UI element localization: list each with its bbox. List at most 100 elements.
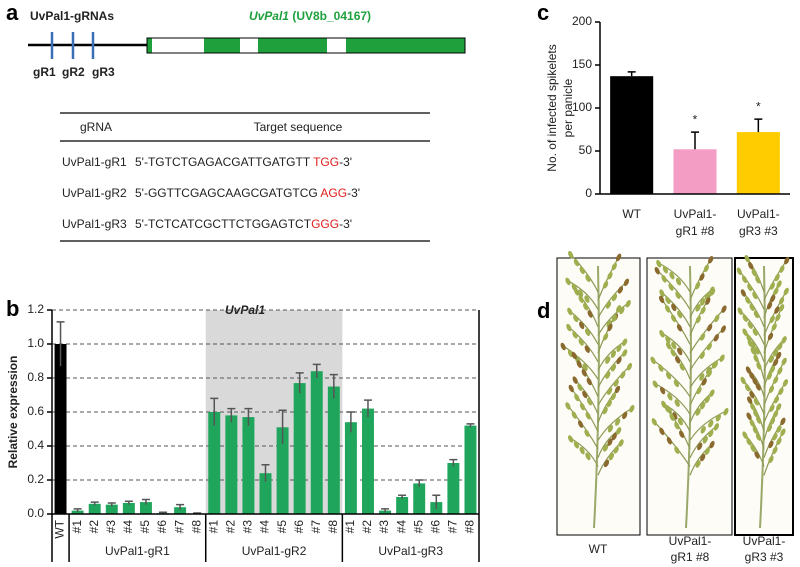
error-bar — [244, 407, 253, 426]
spikelet — [666, 371, 672, 380]
spikelet — [742, 431, 748, 439]
spikelet — [622, 338, 628, 346]
bar — [242, 417, 255, 514]
spikelet — [670, 348, 676, 357]
spikelet — [769, 365, 776, 373]
y-axis-label: per panicle — [561, 78, 575, 137]
chart-title: UvPal1 — [225, 303, 265, 317]
spikelet — [659, 295, 665, 304]
bar — [344, 422, 357, 514]
table-header: gRNA — [80, 120, 112, 134]
spikelet — [605, 371, 611, 379]
error-bar — [346, 411, 355, 433]
spikelet — [603, 444, 609, 452]
spikelet — [776, 403, 782, 411]
spikelet — [769, 282, 775, 290]
x-tick-label: #7 — [446, 520, 460, 534]
spikelet — [664, 404, 670, 413]
spikelet — [699, 373, 705, 381]
spikelet — [767, 332, 774, 341]
x-tick-label: #8 — [326, 520, 340, 534]
spikelet — [659, 330, 665, 338]
spikelet — [772, 358, 779, 367]
spikelet — [773, 376, 779, 384]
bar — [673, 149, 717, 194]
spikelet — [711, 361, 718, 369]
spikelet — [659, 427, 665, 436]
sequence-end: -3' — [347, 186, 360, 200]
target-sequence: 5'-TCTCATCGCTTCTGGAGTCTGGG-3' — [135, 217, 352, 231]
spikelet — [574, 393, 580, 402]
error-bar — [295, 372, 304, 394]
spikelet — [586, 377, 592, 386]
x-tick-label: WT — [622, 207, 641, 221]
y-axis-label: No. of infected spikelets — [545, 44, 559, 171]
spikelet — [584, 429, 590, 437]
bar — [396, 497, 409, 514]
spikelet — [670, 314, 677, 323]
spikelet — [579, 446, 585, 455]
spikelet — [571, 411, 577, 419]
bar — [259, 473, 272, 514]
spikelet — [616, 356, 622, 365]
spikelet — [667, 393, 673, 401]
spikelet — [772, 446, 778, 455]
gene-id: (UV8b_04167) — [292, 9, 371, 23]
error-bar — [278, 409, 287, 445]
y-tick-label: 100 — [572, 100, 592, 114]
y-tick-label: 0.4 — [27, 438, 44, 452]
spikelet — [586, 397, 593, 406]
spikelet — [755, 383, 761, 391]
spikelet — [702, 436, 708, 444]
x-tick-label: gR3 #3 — [739, 224, 778, 238]
sequence: 5'-GGTTCGAGCAAGCGATGTCG — [135, 186, 320, 200]
spikelet — [749, 371, 755, 380]
intron — [240, 38, 258, 53]
y-tick-label: 200 — [572, 14, 592, 28]
spikelet — [780, 428, 786, 436]
spikelet — [674, 446, 680, 454]
spikelet — [700, 306, 706, 315]
y-tick-label: 0.6 — [27, 404, 44, 418]
spikelet — [742, 328, 748, 336]
group-label: UvPal1-gR2 — [242, 544, 307, 558]
spikelet — [769, 315, 775, 324]
spikelet — [665, 296, 671, 304]
error-bar — [312, 363, 321, 378]
spikelet — [709, 440, 715, 449]
intron — [152, 38, 204, 53]
bar — [610, 76, 654, 194]
spikelet — [617, 286, 624, 294]
y-tick-label: 150 — [572, 57, 592, 71]
spikelet — [666, 436, 672, 445]
spikelet — [614, 385, 621, 394]
spikelet — [573, 441, 580, 449]
x-tick-label: #8 — [463, 520, 477, 534]
spikelet — [746, 412, 752, 420]
spikelet — [587, 310, 593, 318]
spikelet — [766, 424, 773, 432]
spikelet — [616, 305, 622, 313]
spikelet — [768, 385, 775, 394]
spikelet — [669, 271, 675, 280]
spikelet — [697, 442, 703, 451]
spikelet — [585, 452, 591, 461]
x-tick-label: #6 — [428, 520, 442, 534]
spikelet — [658, 364, 664, 372]
spikelet — [773, 395, 780, 404]
spikelet — [779, 304, 785, 312]
y-axis-label: Relative expression — [6, 356, 20, 469]
spikelet — [574, 288, 580, 296]
spikelet — [705, 297, 711, 305]
spikelet — [713, 423, 720, 431]
spikelet — [753, 310, 760, 319]
spikelet — [584, 295, 590, 303]
spikelet — [773, 287, 779, 296]
spikelet — [652, 380, 658, 388]
spikelet — [713, 334, 719, 342]
spikelet — [629, 404, 635, 413]
error-bar — [363, 399, 372, 418]
bar — [139, 502, 152, 514]
x-tick-label: #5 — [275, 520, 289, 534]
spikelet — [579, 321, 585, 330]
